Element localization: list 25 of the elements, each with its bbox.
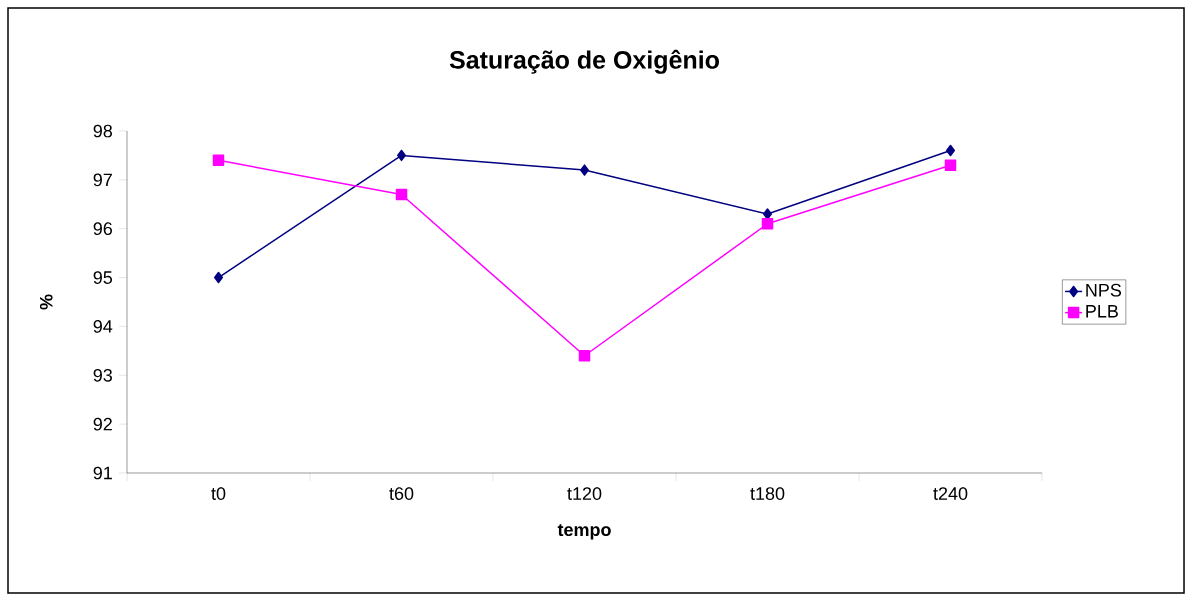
point bbox=[944, 159, 957, 171]
x-tick-label: t240 bbox=[933, 487, 968, 500]
x-axis-title: tempo bbox=[557, 524, 611, 540]
point bbox=[761, 218, 774, 230]
x-tick-label: t0 bbox=[211, 487, 226, 500]
point bbox=[946, 144, 956, 157]
y-tick-label: 91 bbox=[93, 466, 112, 480]
y-axis-title: % bbox=[39, 294, 53, 310]
y-tick-label: 94 bbox=[93, 320, 113, 333]
y-tick-label: 98 bbox=[93, 124, 113, 138]
y-tick-label: 92 bbox=[93, 417, 112, 431]
x-tick-label: t180 bbox=[750, 487, 785, 500]
point bbox=[395, 188, 408, 201]
point bbox=[578, 349, 591, 362]
legend-label: PLB bbox=[1086, 305, 1118, 318]
x-tick-label: t120 bbox=[567, 487, 602, 500]
y-tick-label: 95 bbox=[93, 271, 113, 284]
chart-title: Saturação de Oxigênio bbox=[449, 49, 719, 74]
point bbox=[580, 164, 589, 176]
point bbox=[212, 154, 225, 167]
y-tick-label: 97 bbox=[93, 173, 112, 187]
x-tick-label: t60 bbox=[389, 487, 414, 500]
legend-label: NPS bbox=[1086, 283, 1122, 297]
y-tick-label: 93 bbox=[93, 368, 113, 382]
y-tick-label: 96 bbox=[93, 222, 113, 236]
